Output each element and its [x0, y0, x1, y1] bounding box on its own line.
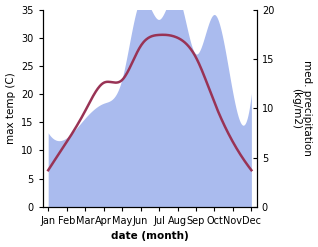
Y-axis label: max temp (C): max temp (C): [5, 72, 16, 144]
Y-axis label: med. precipitation
(kg/m2): med. precipitation (kg/m2): [291, 60, 313, 156]
X-axis label: date (month): date (month): [111, 231, 189, 242]
